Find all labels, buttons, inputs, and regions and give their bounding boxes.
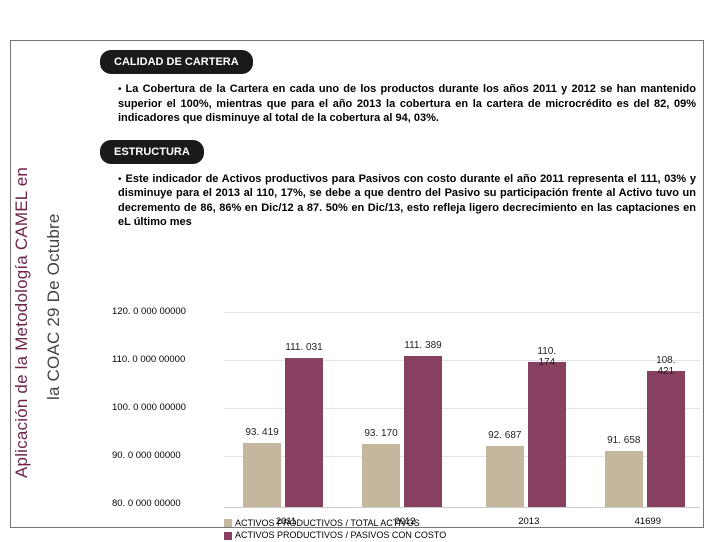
bar-value-label: 108. 421 xyxy=(647,355,685,377)
bar-value-label: 93. 419 xyxy=(243,427,281,438)
plot-area: 93. 419111. 031201193. 170111. 389201292… xyxy=(224,300,700,508)
bar-value-label: 92. 687 xyxy=(486,430,524,441)
ytick: 90. 0 000 00000 xyxy=(112,450,181,461)
bar: 110. 174 xyxy=(528,362,566,507)
ytick: 100. 0 000 00000 xyxy=(112,402,186,413)
bar-value-label: 93. 170 xyxy=(362,428,400,439)
sidebar-title-line2: la COAC 29 De Octubre xyxy=(44,213,64,400)
gridline xyxy=(224,312,700,313)
legend-swatch xyxy=(224,519,232,527)
ytick: 120. 0 000 00000 xyxy=(112,306,186,317)
legend-item: ACTIVOS PRODUCTIVOS / TOTAL ACTIVOS xyxy=(224,517,420,530)
bar-value-label: 91. 658 xyxy=(605,435,643,446)
bar: 111. 031 xyxy=(285,358,323,507)
bar: 91. 658 xyxy=(605,451,643,507)
sidebar-title-line1: Aplicación de la Metodología CAMEL en xyxy=(12,167,32,478)
chart-legend: ACTIVOS PRODUCTIVOS / TOTAL ACTIVOS ACTI… xyxy=(224,517,700,542)
bar: 111. 389 xyxy=(404,356,442,507)
legend-item: ACTIVOS PRODUCTIVOS / PASIVOS CON COSTO xyxy=(224,529,446,542)
section-text-1: •La Cobertura de la Cartera en cada uno … xyxy=(118,82,696,126)
bar: 93. 170 xyxy=(362,444,400,507)
bar-value-label: 111. 389 xyxy=(404,340,442,351)
bar: 108. 421 xyxy=(647,371,685,507)
ytick: 80. 0 000 00000 xyxy=(112,498,181,509)
bar-chart: 120. 0 000 00000 110. 0 000 00000 100. 0… xyxy=(112,300,700,536)
legend-label: ACTIVOS PRODUCTIVOS / PASIVOS CON COSTO xyxy=(235,530,446,540)
bar-value-label: 110. 174 xyxy=(528,346,566,368)
legend-swatch xyxy=(224,532,232,540)
bar: 92. 687 xyxy=(486,446,524,507)
legend-label: ACTIVOS PRODUCTIVOS / TOTAL ACTIVOS xyxy=(235,518,420,528)
section-text-2: •Este indicador de Activos productivos p… xyxy=(118,172,696,230)
ytick: 110. 0 000 00000 xyxy=(112,354,185,365)
main-content: CALIDAD DE CARTERA •La Cobertura de la C… xyxy=(100,50,700,244)
bar-value-label: 111. 031 xyxy=(285,342,323,353)
section-badge-2: ESTRUCTURA xyxy=(100,140,204,164)
section-badge-1: CALIDAD DE CARTERA xyxy=(100,50,253,74)
bar: 93. 419 xyxy=(243,443,281,507)
